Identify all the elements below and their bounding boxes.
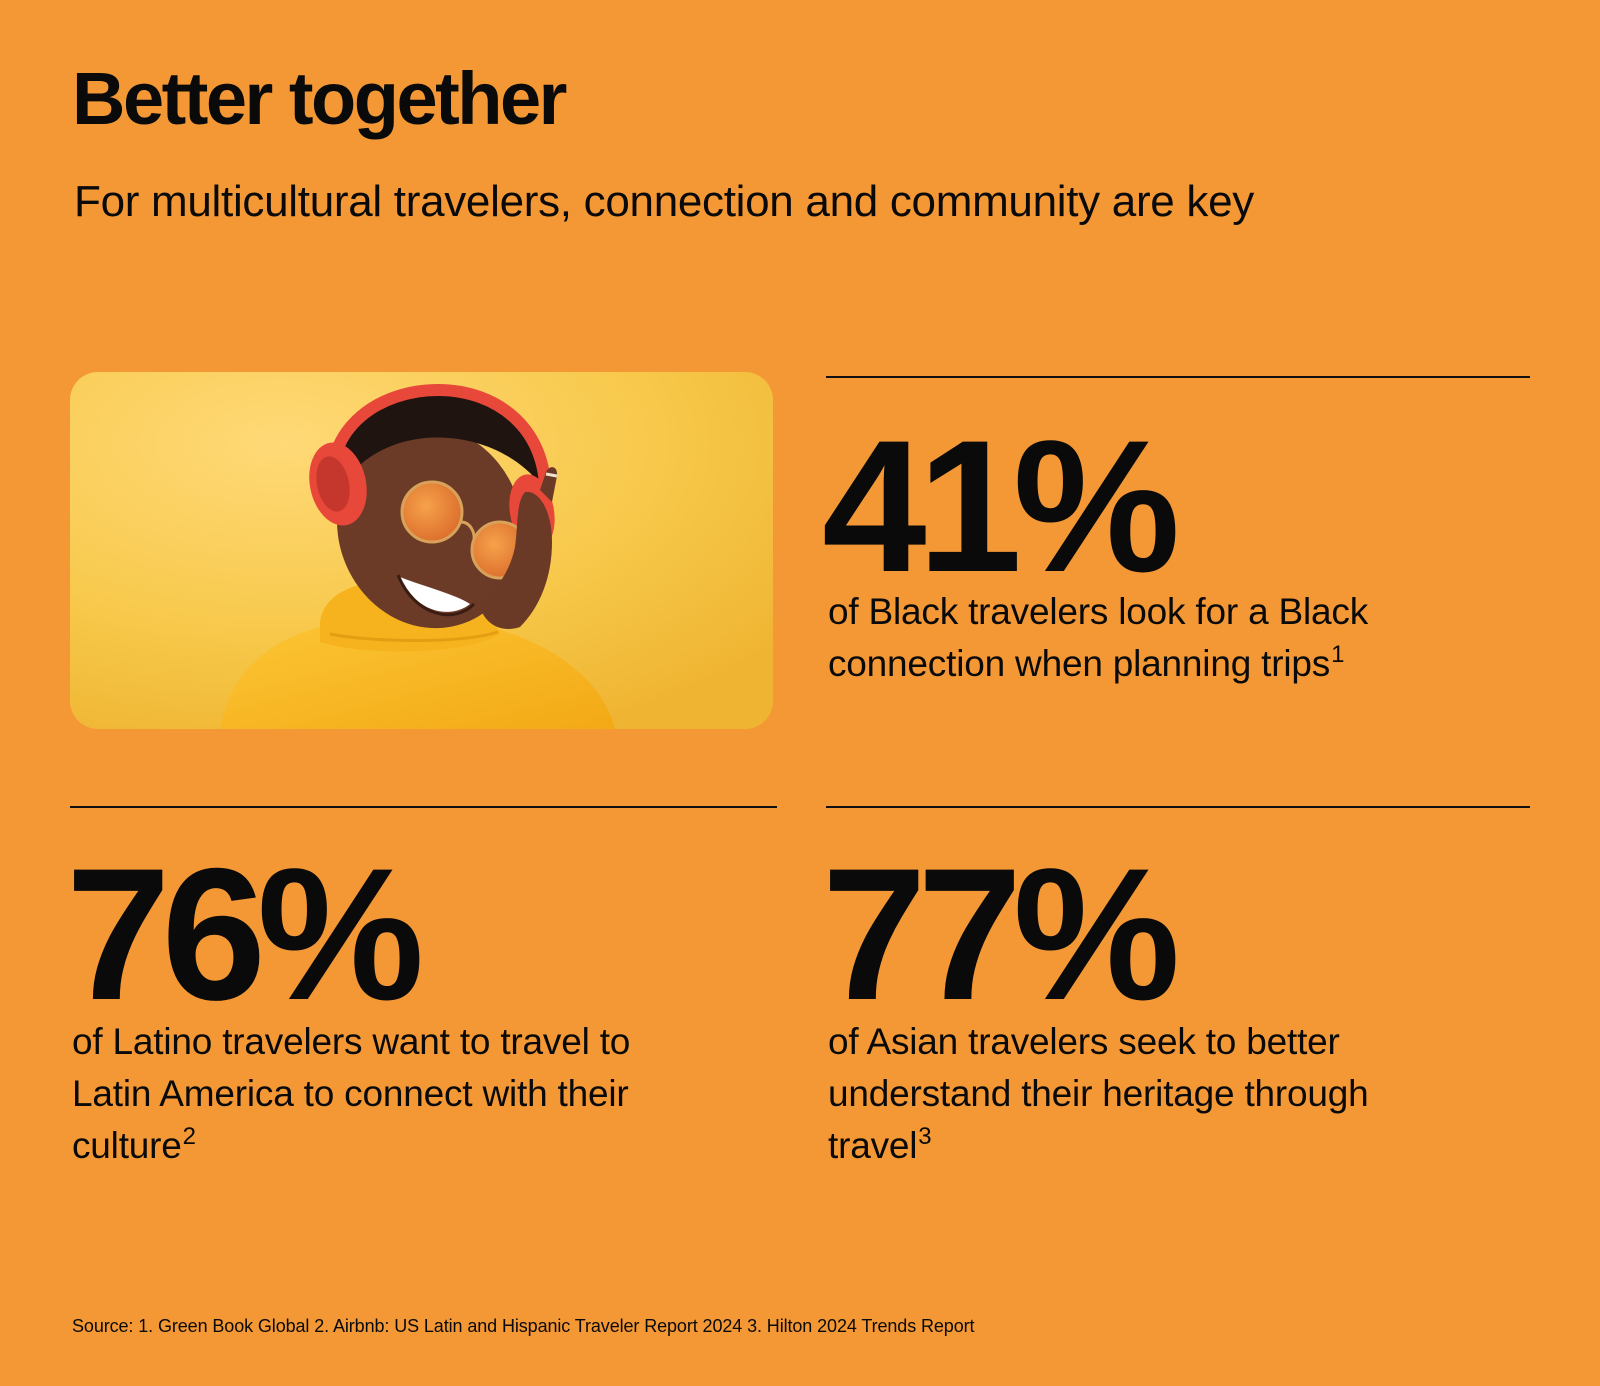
source-citation: Source: 1. Green Book Global 2. Airbnb: … [72, 1316, 975, 1336]
stat-value: 41% [822, 401, 1180, 611]
traveler-photo [70, 372, 773, 729]
stat-description-text: of Black travelers look for a Black conn… [828, 591, 1368, 684]
stat-description: of Black travelers look for a Black conn… [828, 586, 1468, 690]
stat-asian-travelers: 77% of Asian travelers seek to better un… [822, 806, 1530, 1186]
stat-value: 76% [66, 829, 424, 1039]
smiling-woman-with-headphones-illustration [70, 372, 773, 729]
divider-line [826, 376, 1530, 378]
stat-description-text: of Asian travelers seek to better unders… [828, 1021, 1369, 1166]
divider-line [826, 806, 1530, 808]
page-title: Better together [72, 57, 567, 140]
footnote-marker: 1 [1331, 641, 1345, 668]
stat-black-travelers: 41% of Black travelers look for a Black … [822, 376, 1530, 706]
footnote-marker: 3 [918, 1123, 932, 1150]
stat-latino-travelers: 76% of Latino travelers want to travel t… [66, 806, 777, 1186]
stat-description: of Asian travelers seek to better unders… [828, 1016, 1438, 1172]
page-subtitle: For multicultural travelers, connection … [74, 177, 1254, 226]
stat-description: of Latino travelers want to travel to La… [72, 1016, 672, 1172]
footnote-marker: 2 [182, 1123, 196, 1150]
divider-line [70, 806, 777, 808]
stat-description-text: of Latino travelers want to travel to La… [72, 1021, 631, 1166]
stat-value: 77% [822, 829, 1180, 1039]
